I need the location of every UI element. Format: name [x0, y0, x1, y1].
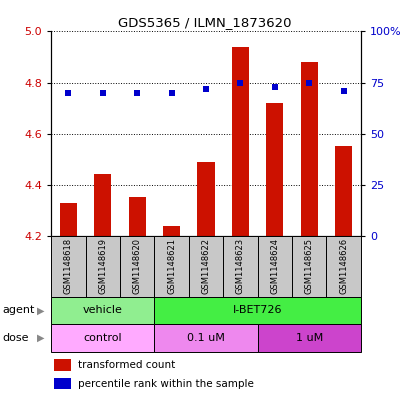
Bar: [51, 297, 154, 324]
Text: control: control: [83, 333, 122, 343]
Text: vehicle: vehicle: [83, 305, 122, 316]
Text: I-BET726: I-BET726: [232, 305, 282, 316]
Text: ▶: ▶: [37, 333, 45, 343]
Text: GSM1148618: GSM1148618: [64, 238, 73, 294]
Text: 1 uM: 1 uM: [295, 333, 322, 343]
Bar: [231, 47, 248, 236]
Text: GSM1148625: GSM1148625: [304, 238, 313, 294]
Text: GSM1148626: GSM1148626: [338, 238, 347, 294]
Bar: [60, 202, 77, 236]
Text: GSM1148619: GSM1148619: [98, 238, 107, 294]
Bar: [291, 236, 326, 297]
Text: ▶: ▶: [37, 305, 45, 316]
Bar: [163, 226, 180, 236]
Bar: [257, 324, 360, 352]
Bar: [197, 162, 214, 236]
Bar: [154, 236, 189, 297]
Bar: [128, 197, 146, 236]
Text: GSM1148624: GSM1148624: [270, 238, 279, 294]
Bar: [94, 174, 111, 236]
Text: percentile rank within the sample: percentile rank within the sample: [77, 379, 253, 389]
Bar: [154, 297, 360, 324]
Bar: [222, 236, 257, 297]
Bar: [300, 62, 317, 236]
Bar: [326, 236, 360, 297]
Bar: [54, 378, 71, 389]
Text: GSM1148621: GSM1148621: [167, 238, 176, 294]
Text: dose: dose: [2, 333, 29, 343]
Bar: [51, 236, 85, 297]
Bar: [154, 324, 257, 352]
Text: transformed count: transformed count: [77, 360, 174, 370]
Bar: [85, 236, 120, 297]
Text: agent: agent: [2, 305, 34, 316]
Text: 0.1 uM: 0.1 uM: [187, 333, 225, 343]
Text: GSM1148620: GSM1148620: [133, 238, 142, 294]
Bar: [54, 359, 71, 371]
Text: GSM1148622: GSM1148622: [201, 238, 210, 294]
Bar: [265, 103, 283, 236]
Bar: [189, 236, 222, 297]
Bar: [51, 324, 154, 352]
Bar: [334, 146, 351, 236]
Bar: [120, 236, 154, 297]
Bar: [257, 236, 291, 297]
Text: GDS5365 / ILMN_1873620: GDS5365 / ILMN_1873620: [118, 16, 291, 29]
Text: GSM1148623: GSM1148623: [235, 238, 244, 294]
